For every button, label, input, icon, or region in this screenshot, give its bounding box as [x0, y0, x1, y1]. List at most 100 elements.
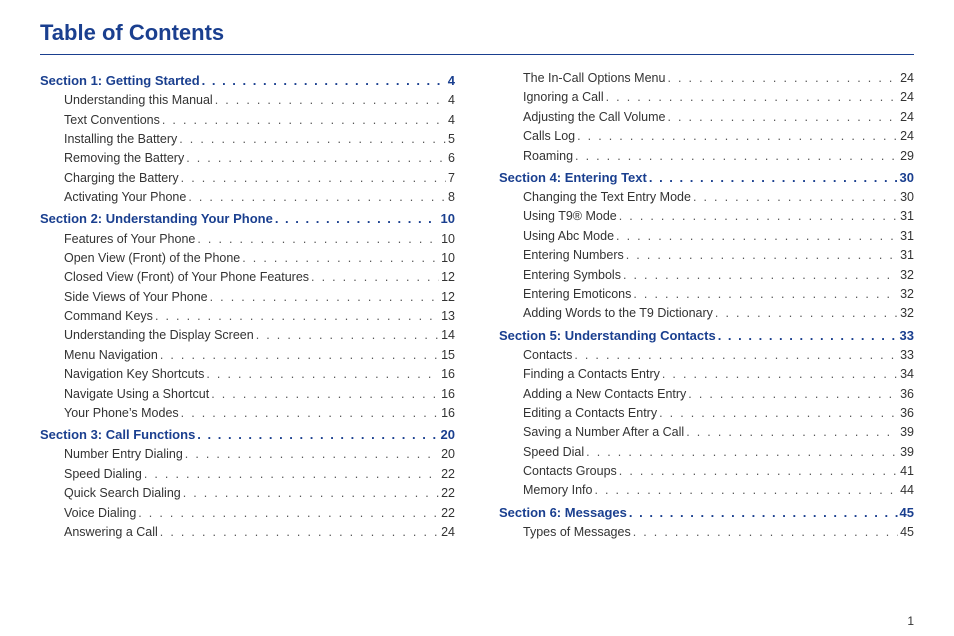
toc-sub-row[interactable]: Using Abc Mode . . . . . . . . . . . . .… [499, 227, 914, 246]
toc-label: Menu Navigation [64, 346, 158, 365]
toc-sub-row[interactable]: Voice Dialing . . . . . . . . . . . . . … [40, 504, 455, 523]
toc-leader-dots: . . . . . . . . . . . . . . . . . . . . … [195, 425, 438, 445]
toc-sub-row[interactable]: Ignoring a Call . . . . . . . . . . . . … [499, 88, 914, 107]
toc-sub-row[interactable]: Activating Your Phone . . . . . . . . . … [40, 188, 455, 207]
toc-label: Understanding the Display Screen [64, 326, 254, 345]
toc-leader-dots: . . . . . . . . . . . . . . . . . . . . … [204, 365, 439, 384]
toc-leader-dots: . . . . . . . . . . . . . . . . . . . . … [179, 169, 446, 188]
toc-label: Your Phone’s Modes [64, 404, 179, 423]
toc-leader-dots: . . . . . . . . . . . . . . . . . . . . … [254, 326, 439, 345]
toc-label: Changing the Text Entry Mode [523, 188, 691, 207]
toc-sub-row[interactable]: Side Views of Your Phone . . . . . . . .… [40, 288, 455, 307]
toc-page: 10 [439, 209, 455, 229]
toc-label: Closed View (Front) of Your Phone Featur… [64, 268, 309, 287]
toc-page: 39 [898, 443, 914, 462]
toc-sub-row[interactable]: Command Keys . . . . . . . . . . . . . .… [40, 307, 455, 326]
toc-label: Voice Dialing [64, 504, 136, 523]
toc-sub-row[interactable]: Entering Emoticons . . . . . . . . . . .… [499, 285, 914, 304]
toc-page: 31 [898, 227, 914, 246]
toc-label: Entering Emoticons [523, 285, 631, 304]
toc-sub-row[interactable]: Your Phone’s Modes . . . . . . . . . . .… [40, 404, 455, 423]
toc-label: Section 4: Entering Text [499, 168, 647, 188]
toc-page: 24 [898, 108, 914, 127]
toc-sub-row[interactable]: Changing the Text Entry Mode . . . . . .… [499, 188, 914, 207]
toc-sub-row[interactable]: Removing the Battery . . . . . . . . . .… [40, 149, 455, 168]
toc-sub-row[interactable]: Charging the Battery . . . . . . . . . .… [40, 169, 455, 188]
toc-section-row[interactable]: Section 3: Call Functions . . . . . . . … [40, 425, 455, 445]
toc-sub-row[interactable]: Quick Search Dialing . . . . . . . . . .… [40, 484, 455, 503]
toc-label: Contacts [523, 346, 572, 365]
toc-sub-row[interactable]: Saving a Number After a Call . . . . . .… [499, 423, 914, 442]
toc-leader-dots: . . . . . . . . . . . . . . . . . . . . … [627, 503, 898, 523]
toc-sub-row[interactable]: The In-Call Options Menu . . . . . . . .… [499, 69, 914, 88]
toc-leader-dots: . . . . . . . . . . . . . . . . . . . . … [684, 423, 898, 442]
toc-leader-dots: . . . . . . . . . . . . . . . . . . . . … [179, 404, 439, 423]
toc-leader-dots: . . . . . . . . . . . . . . . . . . . . … [158, 523, 439, 542]
toc-sub-row[interactable]: Menu Navigation . . . . . . . . . . . . … [40, 346, 455, 365]
toc-section-row[interactable]: Section 6: Messages . . . . . . . . . . … [499, 503, 914, 523]
toc-sub-row[interactable]: Contacts Groups . . . . . . . . . . . . … [499, 462, 914, 481]
toc-label: Open View (Front) of the Phone [64, 249, 240, 268]
toc-sub-row[interactable]: Adding Words to the T9 Dictionary . . . … [499, 304, 914, 323]
toc-page: 22 [439, 504, 455, 523]
toc-leader-dots: . . . . . . . . . . . . . . . . . . . . … [186, 188, 446, 207]
toc-leader-dots: . . . . . . . . . . . . . . . . . . . . … [177, 130, 446, 149]
toc-page: 13 [439, 307, 455, 326]
toc-label: Roaming [523, 147, 573, 166]
toc-page: 36 [898, 385, 914, 404]
toc-sub-row[interactable]: Adding a New Contacts Entry . . . . . . … [499, 385, 914, 404]
toc-page: 29 [898, 147, 914, 166]
toc-sub-row[interactable]: Types of Messages . . . . . . . . . . . … [499, 523, 914, 542]
toc-sub-row[interactable]: Adjusting the Call Volume . . . . . . . … [499, 108, 914, 127]
toc-sub-row[interactable]: Calls Log . . . . . . . . . . . . . . . … [499, 127, 914, 146]
toc-label: Number Entry Dialing [64, 445, 183, 464]
toc-sub-row[interactable]: Answering a Call . . . . . . . . . . . .… [40, 523, 455, 542]
page-title: Table of Contents [40, 20, 914, 46]
toc-label: Speed Dialing [64, 465, 142, 484]
toc-leader-dots: . . . . . . . . . . . . . . . . . . . . … [617, 207, 898, 226]
toc-sub-row[interactable]: Features of Your Phone . . . . . . . . .… [40, 230, 455, 249]
toc-label: Finding a Contacts Entry [523, 365, 660, 384]
toc-sub-row[interactable]: Number Entry Dialing . . . . . . . . . .… [40, 445, 455, 464]
toc-sub-row[interactable]: Closed View (Front) of Your Phone Featur… [40, 268, 455, 287]
toc-label: Activating Your Phone [64, 188, 186, 207]
toc-sub-row[interactable]: Open View (Front) of the Phone . . . . .… [40, 249, 455, 268]
toc-section-row[interactable]: Section 2: Understanding Your Phone . . … [40, 209, 455, 229]
toc-page: 7 [446, 169, 455, 188]
toc-sub-row[interactable]: Finding a Contacts Entry . . . . . . . .… [499, 365, 914, 384]
toc-sub-row[interactable]: Speed Dial . . . . . . . . . . . . . . .… [499, 443, 914, 462]
toc-section-row[interactable]: Section 5: Understanding Contacts . . . … [499, 326, 914, 346]
toc-page: 30 [898, 188, 914, 207]
toc-sub-row[interactable]: Understanding this Manual . . . . . . . … [40, 91, 455, 110]
toc-sub-row[interactable]: Speed Dialing . . . . . . . . . . . . . … [40, 465, 455, 484]
toc-sub-row[interactable]: Editing a Contacts Entry . . . . . . . .… [499, 404, 914, 423]
toc-sub-row[interactable]: Memory Info . . . . . . . . . . . . . . … [499, 481, 914, 500]
toc-column-left: Section 1: Getting Started . . . . . . .… [40, 69, 455, 542]
toc-sub-row[interactable]: Installing the Battery . . . . . . . . .… [40, 130, 455, 149]
toc-sub-row[interactable]: Contacts . . . . . . . . . . . . . . . .… [499, 346, 914, 365]
toc-page: 44 [898, 481, 914, 500]
toc-sub-row[interactable]: Navigation Key Shortcuts . . . . . . . .… [40, 365, 455, 384]
toc-label: Entering Symbols [523, 266, 621, 285]
toc-sub-row[interactable]: Using T9® Mode . . . . . . . . . . . . .… [499, 207, 914, 226]
toc-section-row[interactable]: Section 4: Entering Text . . . . . . . .… [499, 168, 914, 188]
toc-page: 24 [439, 523, 455, 542]
toc-sub-row[interactable]: Entering Numbers . . . . . . . . . . . .… [499, 246, 914, 265]
toc-section-row[interactable]: Section 1: Getting Started . . . . . . .… [40, 71, 455, 91]
toc-leader-dots: . . . . . . . . . . . . . . . . . . . . … [153, 307, 439, 326]
toc-sub-row[interactable]: Entering Symbols . . . . . . . . . . . .… [499, 266, 914, 285]
toc-sub-row[interactable]: Understanding the Display Screen . . . .… [40, 326, 455, 345]
toc-page: 6 [446, 149, 455, 168]
toc-label: Ignoring a Call [523, 88, 604, 107]
toc-sub-row[interactable]: Roaming . . . . . . . . . . . . . . . . … [499, 147, 914, 166]
toc-page: 15 [439, 346, 455, 365]
toc-sub-row[interactable]: Text Conventions . . . . . . . . . . . .… [40, 111, 455, 130]
toc-page: 8 [446, 188, 455, 207]
toc-page: 20 [439, 425, 455, 445]
toc-label: Charging the Battery [64, 169, 179, 188]
toc-sub-row[interactable]: Navigate Using a Shortcut . . . . . . . … [40, 385, 455, 404]
toc-label: Command Keys [64, 307, 153, 326]
toc-label: Features of Your Phone [64, 230, 195, 249]
toc-page: 39 [898, 423, 914, 442]
toc-label: Section 5: Understanding Contacts [499, 326, 716, 346]
